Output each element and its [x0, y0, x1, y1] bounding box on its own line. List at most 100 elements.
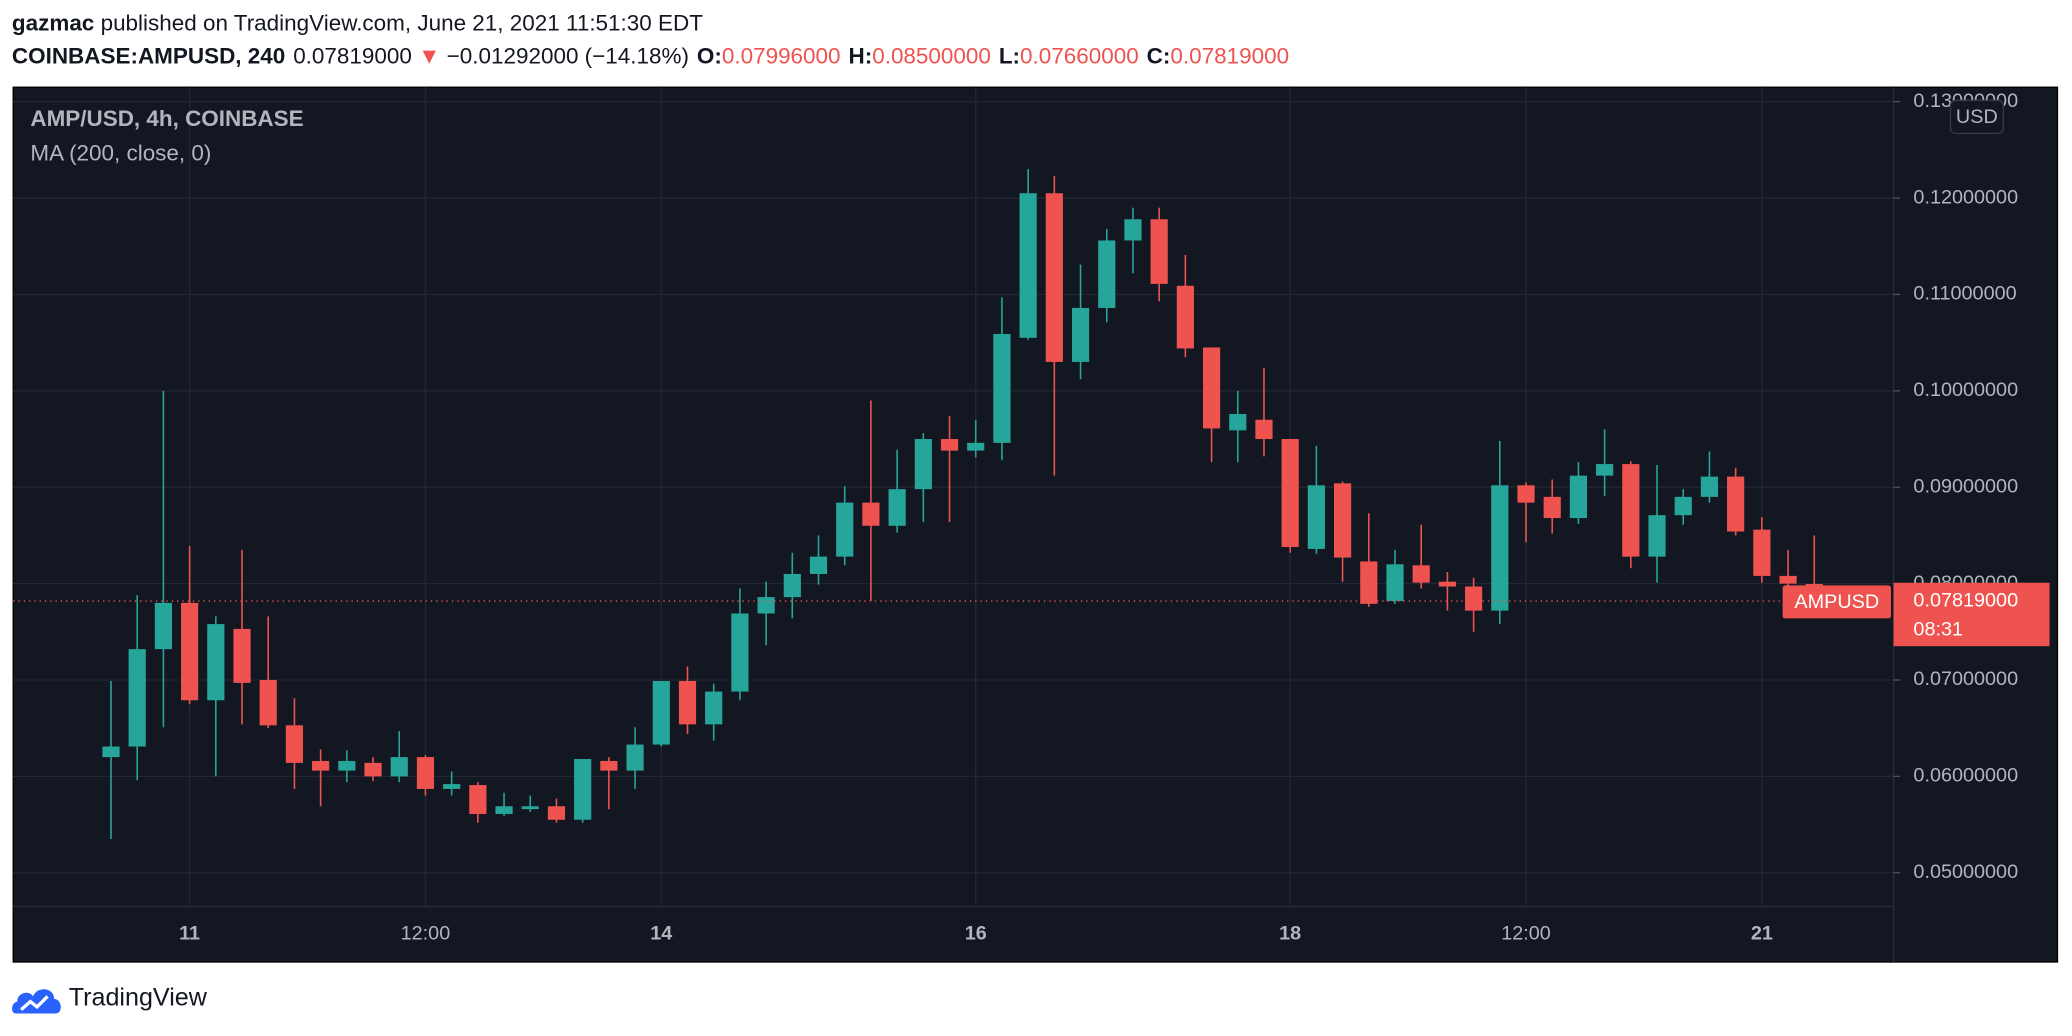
candle-body [547, 806, 566, 820]
publish-line: gazmac published on TradingView.com, Jun… [12, 11, 703, 37]
chart-title: AMP/USD, 4h, COINBASE [30, 106, 303, 131]
candle-body [1779, 575, 1797, 584]
ohlc-value: 0.07819000 [1170, 43, 1290, 69]
symbol-tag [1782, 585, 1891, 619]
candle-body [259, 679, 277, 726]
candle-body [1543, 496, 1561, 519]
currency-button[interactable] [1949, 99, 2004, 135]
candle-body [705, 691, 723, 725]
candle-body [128, 649, 146, 747]
candle-body [1465, 586, 1483, 611]
candle-body [1229, 413, 1247, 431]
candle-body [914, 439, 932, 490]
publisher[interactable]: gazmac [11, 10, 95, 36]
ohlc-value: 0.08500000 [872, 43, 991, 69]
y-tick-label: 0.09000000 [1913, 475, 2018, 497]
ohlc-label: L: [998, 43, 1021, 69]
brand-name[interactable]: TradingView [68, 984, 207, 1013]
candle-body [1727, 476, 1745, 532]
y-tick-label: 0.12000000 [1913, 186, 2018, 208]
candle-body [993, 333, 1011, 443]
symbol-tag-label: AMPUSD [1794, 591, 1879, 613]
candle-body [1517, 485, 1535, 503]
candle-body [1281, 439, 1299, 547]
candle-body [600, 760, 618, 771]
candle-body [1307, 485, 1325, 549]
candle-body [1150, 219, 1168, 284]
indicator-label[interactable]: MA (200, close, 0) [30, 141, 211, 166]
candle-body [1255, 419, 1273, 440]
candle-body [1491, 485, 1509, 611]
candle-body [312, 760, 330, 771]
candle-body [1596, 464, 1614, 476]
candle-body [1176, 285, 1194, 349]
candle-body [338, 760, 356, 771]
candle-body [574, 759, 592, 820]
candle-body [1674, 496, 1692, 516]
candle-body [443, 784, 461, 789]
candle-body [521, 806, 539, 810]
candle-body [1202, 347, 1221, 429]
candle-body [862, 502, 880, 526]
candle-body [1438, 581, 1456, 587]
ohlc-label: C: [1146, 43, 1171, 69]
candle-body [809, 556, 828, 574]
candle-body [888, 489, 906, 526]
ohlc-label: H: [848, 43, 873, 69]
candle-body [757, 597, 775, 614]
symbol: COINBASE:AMPUSD, 240 [11, 43, 286, 69]
ohlc-value: 0.07996000 [721, 43, 841, 69]
candle-body [783, 573, 801, 598]
ohlc-value: 0.07660000 [1020, 43, 1139, 69]
candle-body [1569, 475, 1588, 519]
candle-body [416, 757, 435, 789]
candle-body [940, 439, 959, 451]
candle-body [390, 757, 408, 777]
y-tick-label: 0.05000000 [1913, 861, 2018, 883]
symbol-line: COINBASE:AMPUSD, 240 0.07819000 ▼ −0.0129… [12, 44, 1289, 70]
candle-body [102, 746, 120, 758]
candle-body [1412, 565, 1430, 583]
y-tick-label: 0.06000000 [1913, 765, 2018, 787]
x-tick-label: 11 [179, 922, 200, 944]
x-tick-label: 21 [1751, 922, 1773, 944]
candle-body [652, 680, 670, 745]
candle-body [1700, 476, 1719, 497]
candle-body [1753, 529, 1771, 576]
candle-body [1622, 464, 1640, 557]
y-tick-label: 0.07000000 [1913, 668, 2018, 690]
candle-body [1124, 219, 1142, 241]
change: −0.01292000 (−14.18%) [446, 43, 689, 69]
x-tick-label: 18 [1279, 922, 1301, 944]
y-tick-label: 0.11000000 [1913, 283, 2016, 305]
candle-body [364, 762, 382, 777]
currency-label[interactable]: USD [1956, 106, 1998, 128]
candle-body [1071, 307, 1090, 362]
candle-body [207, 624, 225, 701]
candle-body [233, 628, 251, 683]
candle-body [1019, 193, 1037, 338]
y-tick-label: 0.10000000 [1913, 379, 2018, 401]
candle-body [678, 680, 697, 725]
price-tag-value: 0.07819000 [1913, 589, 2018, 611]
candle-body [1648, 515, 1666, 557]
candle-body [181, 602, 199, 701]
candle-body [1333, 483, 1352, 558]
candle-body [285, 725, 304, 763]
price-tag-countdown: 08:31 [1913, 619, 1963, 641]
candle-body [1098, 240, 1116, 308]
candle-body [1045, 193, 1063, 362]
candle-body [495, 806, 513, 814]
footer: TradingView [11, 982, 207, 1016]
candle-body [967, 442, 985, 451]
x-tick-label: 12:00 [401, 922, 451, 944]
candle-body [154, 602, 172, 650]
brand-logo[interactable] [11, 982, 64, 1016]
price-tag [1893, 582, 2050, 647]
candle-body [626, 744, 644, 771]
candle-body [731, 613, 749, 692]
candle-body [836, 502, 854, 557]
